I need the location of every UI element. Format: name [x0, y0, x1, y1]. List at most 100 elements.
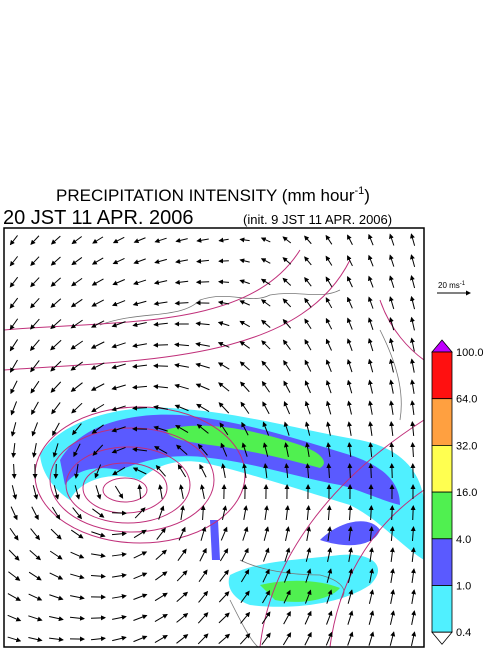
wind-arrow	[326, 463, 332, 479]
wind-arrow	[410, 631, 417, 646]
wind-arrow	[304, 610, 312, 625]
wind-arrow	[217, 300, 230, 306]
colorbar-segment	[431, 444, 453, 493]
wind-arrow	[389, 421, 395, 437]
wind-arrow	[94, 464, 102, 479]
wind-arrow	[153, 363, 169, 369]
wind-arrow	[263, 547, 270, 562]
wind-arrow	[50, 528, 62, 540]
wind-arrow	[389, 505, 395, 521]
wind-arrow	[31, 443, 37, 458]
wind-arrow	[282, 236, 292, 244]
wind-arrow	[410, 505, 416, 521]
wind-arrow	[367, 338, 374, 352]
wind-arrow	[410, 254, 416, 268]
wind-arrow	[325, 400, 332, 415]
wind-arrow	[346, 317, 353, 330]
wind-arrow	[154, 237, 167, 243]
wind-arrow	[174, 383, 189, 390]
wind-arrow	[7, 636, 22, 643]
wind-arrow	[239, 633, 251, 645]
wind-arrow	[260, 299, 271, 307]
wind-arrow	[8, 549, 20, 561]
wind-arrow	[368, 631, 375, 646]
wind-arrow	[304, 589, 312, 604]
wind-arrow	[10, 506, 18, 521]
map-frame	[3, 227, 425, 648]
wind-arrow	[111, 321, 126, 328]
wind-arrow	[154, 613, 168, 622]
wind-arrow	[368, 400, 373, 415]
wind-arrow	[53, 463, 59, 479]
wind-arrow	[347, 526, 353, 542]
wind-arrow	[284, 505, 290, 521]
wind-arrow	[158, 505, 165, 520]
wind-arrow	[90, 341, 105, 349]
wind-arrow	[195, 383, 210, 391]
colorbar-label: 1.0	[456, 581, 471, 593]
wind-arrow	[347, 442, 353, 458]
wind-arrow	[304, 277, 312, 287]
wind-arrow	[347, 463, 353, 479]
wind-arrow	[195, 342, 210, 347]
wind-arrow	[156, 527, 166, 540]
wind-arrow	[240, 381, 250, 393]
wind-arrow	[347, 589, 354, 604]
wind-arrow	[283, 610, 291, 625]
wind-arrow	[410, 316, 415, 331]
wind-arrow	[74, 464, 80, 479]
wind-arrow	[368, 275, 374, 288]
wind-arrow	[71, 236, 82, 245]
wind-arrow	[28, 593, 43, 601]
wind-arrow	[137, 484, 143, 500]
wind-arrow	[410, 400, 416, 416]
wind-arrow	[179, 505, 185, 520]
wind-arrow	[263, 526, 270, 541]
wind-arrow	[304, 400, 311, 415]
wind-arrow	[390, 589, 396, 604]
wind-arrow	[410, 442, 416, 458]
wind-arrow	[69, 615, 85, 621]
wind-arrow	[133, 572, 148, 580]
wind-arrow	[262, 421, 270, 436]
wind-arrow	[368, 233, 374, 246]
wind-arrow	[304, 380, 311, 394]
wind-arrow	[304, 339, 312, 351]
wind-arrow	[263, 505, 269, 520]
wind-arrow	[112, 635, 127, 642]
wind-arrow	[261, 632, 271, 645]
wind-arrow	[30, 235, 40, 245]
wind-arrow	[153, 404, 168, 410]
wind-arrow	[132, 405, 148, 411]
wind-arrow	[218, 591, 230, 603]
wind-arrow	[112, 594, 127, 599]
wind-arrow	[304, 318, 312, 330]
wind-arrow	[132, 321, 147, 328]
wind-arrow	[92, 508, 105, 518]
wind-arrow	[70, 551, 85, 559]
wind-arrow	[133, 551, 148, 559]
wind-arrow	[133, 237, 146, 244]
wind-arrow	[410, 379, 416, 394]
wind-arrow	[260, 237, 271, 243]
wind-arrow	[53, 485, 60, 500]
wind-arrow	[50, 381, 62, 393]
wind-arrow	[175, 258, 189, 264]
wind-arrow	[326, 589, 333, 604]
wind-arrow	[388, 296, 395, 310]
wind-arrow	[410, 274, 416, 289]
wind-arrow	[282, 298, 292, 308]
wind-arrow	[198, 569, 208, 583]
wind-arrow	[70, 595, 85, 601]
wind-arrow	[282, 257, 292, 265]
wind-arrow	[71, 402, 83, 414]
colorbar-label: 16.0	[456, 487, 477, 499]
init-time: (init. 9 JST 11 APR. 2006)	[243, 212, 392, 227]
wind-arrow	[153, 425, 168, 432]
wind-arrow	[111, 384, 126, 391]
wind-arrow	[388, 316, 395, 331]
wind-arrow	[410, 568, 416, 584]
wind-arrow	[91, 403, 105, 413]
wind-arrow	[219, 422, 229, 436]
